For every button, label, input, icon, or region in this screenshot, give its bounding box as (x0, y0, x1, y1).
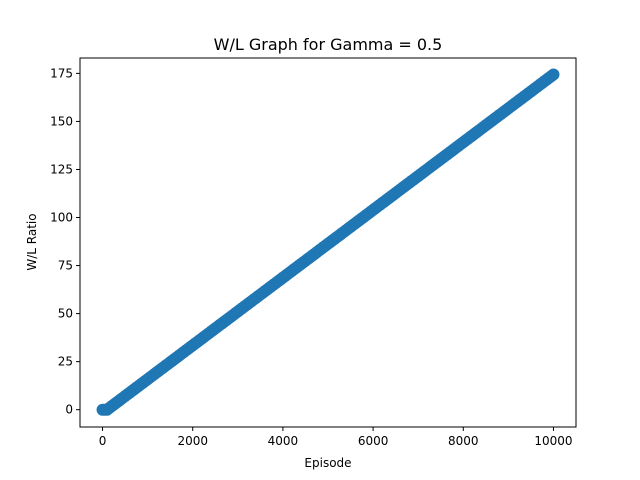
x-tick-label: 0 (99, 434, 107, 448)
plot-frame (79, 57, 577, 428)
y-tick-label: 0 (65, 403, 73, 417)
y-axis: 0 25 50 75 100 125 150 175 (50, 66, 80, 417)
y-tick-label: 175 (50, 66, 73, 80)
y-tick-label: 150 (50, 114, 73, 128)
x-axis: 0 2000 4000 6000 8000 10000 (99, 427, 573, 448)
x-tick-label: 4000 (268, 434, 299, 448)
y-tick-label: 25 (58, 355, 73, 369)
scatter-point (547, 68, 560, 81)
plot-area (96, 68, 560, 416)
x-tick-label: 6000 (358, 434, 389, 448)
x-tick-label: 2000 (177, 434, 208, 448)
y-tick-label: 75 (58, 259, 73, 273)
x-tick-label: 8000 (448, 434, 479, 448)
y-tick-label: 100 (50, 211, 73, 225)
y-axis-label: W/L Ratio (25, 213, 39, 270)
x-axis-label: Episode (304, 456, 351, 470)
chart-title: W/L Graph for Gamma = 0.5 (214, 35, 443, 54)
y-tick-label: 125 (50, 162, 73, 176)
x-tick-label: 10000 (534, 434, 572, 448)
y-tick-label: 50 (58, 307, 73, 321)
